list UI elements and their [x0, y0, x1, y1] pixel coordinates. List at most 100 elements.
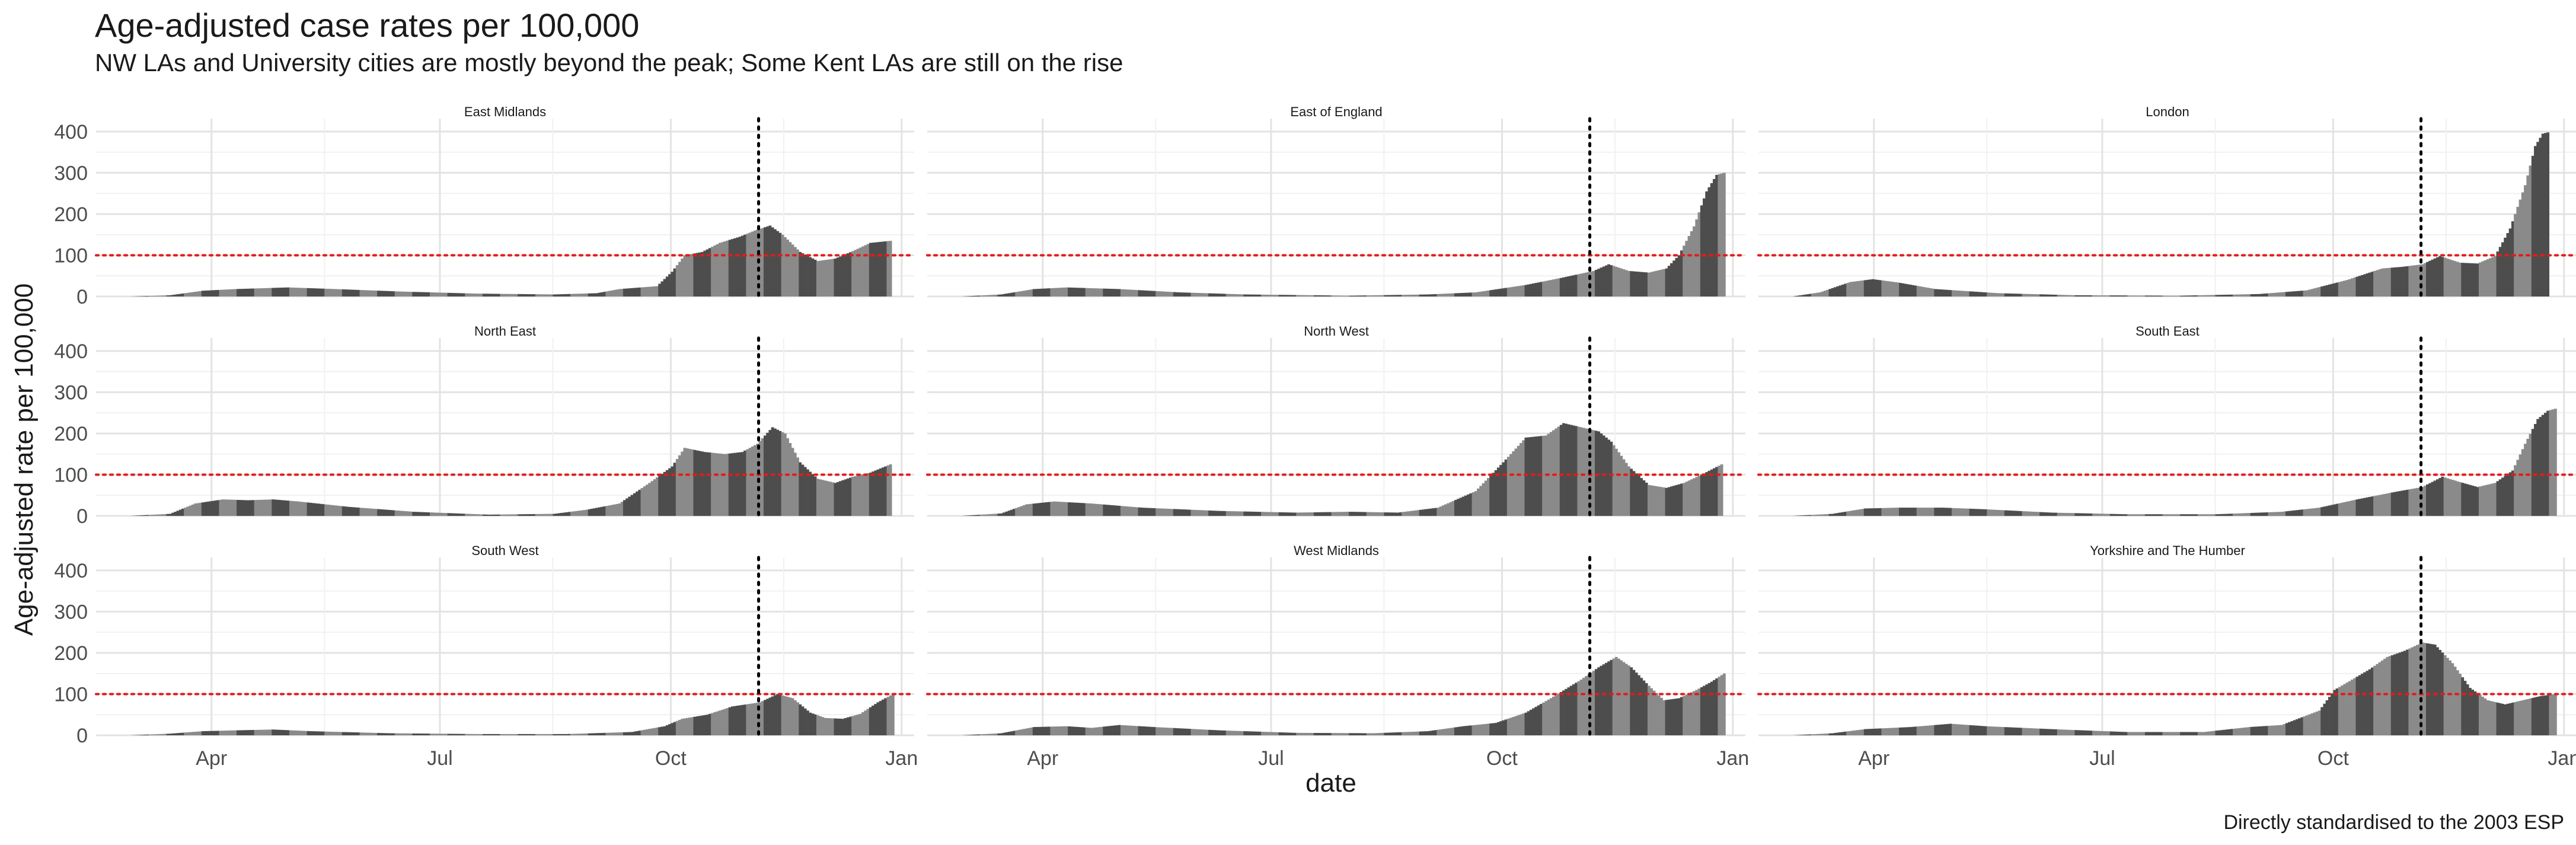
- data-bar: [369, 290, 373, 296]
- data-bar: [1662, 700, 1666, 735]
- data-bar: [1816, 514, 1820, 516]
- data-bar: [1055, 501, 1058, 516]
- data-bar: [1378, 733, 1382, 735]
- data-bar: [1052, 726, 1056, 735]
- data-bar: [754, 703, 756, 735]
- data-bar: [613, 290, 616, 296]
- data-bar: [1128, 725, 1131, 735]
- data-bar: [1451, 293, 1455, 296]
- data-bar: [2386, 493, 2389, 516]
- data-bar: [1437, 508, 1440, 516]
- data-bar: [449, 513, 453, 516]
- data-bar: [2468, 688, 2472, 735]
- data-bar: [730, 453, 734, 516]
- data-bar: [485, 734, 488, 735]
- data-bar: [1281, 512, 1284, 516]
- data-bar: [658, 727, 662, 735]
- data-bar: [2132, 295, 2136, 296]
- data-bar: [244, 500, 247, 516]
- data-bar: [264, 729, 267, 735]
- data-bar: [138, 515, 142, 516]
- data-bar: [535, 294, 538, 296]
- data-bar: [1077, 288, 1081, 296]
- data-bar: [2050, 294, 2052, 296]
- data-bar: [1981, 509, 1985, 516]
- data-bar: [1595, 669, 1598, 735]
- data-bar: [2456, 481, 2459, 516]
- data-bar: [1667, 487, 1671, 516]
- data-bar: [490, 734, 493, 735]
- data-bar: [2039, 512, 2042, 516]
- data-bar: [854, 715, 857, 735]
- data-bar: [269, 499, 272, 516]
- data-bar: [2313, 508, 2316, 516]
- data-bar: [1319, 295, 1322, 296]
- data-bar: [1467, 292, 1470, 296]
- data-bar: [844, 479, 847, 516]
- data-bar: [279, 288, 282, 296]
- data-bar: [638, 287, 641, 296]
- data-bar: [490, 514, 493, 516]
- data-bar: [542, 734, 546, 735]
- data-bar: [430, 734, 433, 735]
- data-bar: [1604, 662, 1608, 735]
- data-bar: [1924, 287, 1927, 296]
- data-bar: [181, 508, 184, 516]
- data-bar: [2463, 263, 2467, 296]
- data-bar: [231, 289, 235, 296]
- data-bar: [2396, 653, 2399, 735]
- data-bar: [565, 734, 569, 735]
- data-bar: [2531, 429, 2534, 516]
- data-bar: [1447, 294, 1450, 296]
- data-bar: [1364, 733, 1367, 735]
- data-bar: [1645, 683, 1648, 735]
- data-bar: [1128, 289, 1131, 296]
- data-bar: [206, 501, 210, 516]
- data-bar: [2022, 728, 2025, 735]
- data-bar: [1471, 292, 1475, 296]
- data-bar: [1447, 728, 1450, 735]
- data-bar: [2541, 696, 2545, 735]
- data-bar: [1143, 726, 1146, 735]
- data-bar: [1068, 502, 1071, 516]
- data-bar: [1956, 724, 1960, 735]
- data-bar: [1851, 282, 1854, 296]
- data-bar: [819, 716, 822, 735]
- data-bar: [1846, 283, 1849, 296]
- data-bar: [1148, 508, 1151, 516]
- data-bar: [1068, 726, 1071, 735]
- data-bar: [1994, 726, 1997, 735]
- data-bar: [289, 287, 292, 296]
- data-bar: [728, 707, 732, 735]
- data-bar: [1652, 271, 1656, 296]
- data-bar: [799, 251, 802, 296]
- data-bar: [1552, 279, 1555, 296]
- data-bar: [1677, 255, 1681, 296]
- data-bar: [698, 451, 701, 516]
- data-bar: [1554, 279, 1558, 296]
- data-bar: [1306, 295, 1310, 296]
- data-bar: [748, 703, 752, 735]
- data-bar: [1949, 723, 1952, 735]
- data-bar: [603, 732, 606, 735]
- data-bar: [1253, 511, 1257, 516]
- data-bar: [352, 732, 355, 735]
- data-bar: [2112, 514, 2115, 516]
- data-bar: [224, 499, 227, 516]
- data-bar: [2026, 728, 2030, 735]
- data-bar: [2521, 192, 2524, 296]
- data-bar: [1683, 245, 1686, 296]
- data-bar: [660, 281, 664, 296]
- data-bar: [806, 469, 809, 516]
- data-bar: [186, 506, 190, 516]
- data-bar: [1083, 503, 1086, 516]
- data-bar: [272, 288, 275, 296]
- data-bar: [2260, 294, 2264, 296]
- data-bar: [995, 733, 998, 735]
- data-bar: [987, 514, 991, 516]
- data-bar: [588, 733, 591, 735]
- data-bar: [2165, 732, 2168, 735]
- data-bar: [2050, 512, 2052, 516]
- data-bar: [1409, 294, 1412, 296]
- data-bar: [721, 242, 724, 296]
